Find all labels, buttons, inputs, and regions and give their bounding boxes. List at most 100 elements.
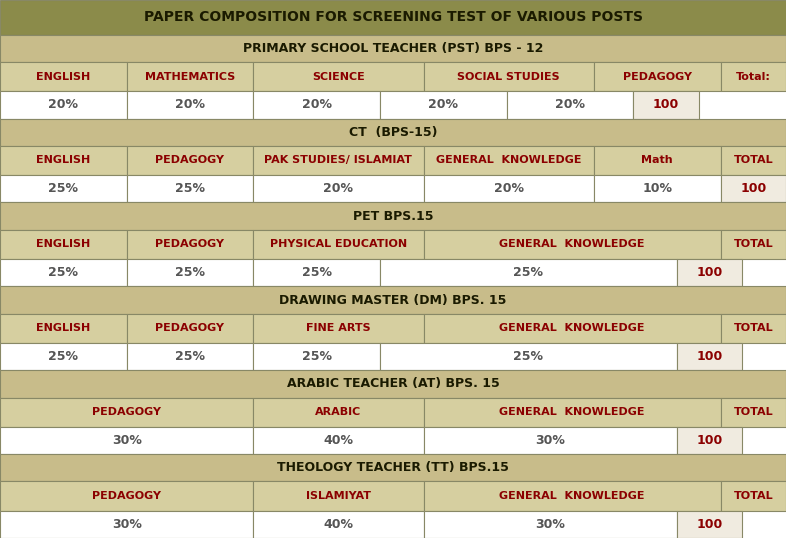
Text: TOTAL: TOTAL <box>733 407 773 417</box>
Text: 40%: 40% <box>323 434 354 447</box>
Text: PEDAGOGY: PEDAGOGY <box>92 407 161 417</box>
Text: PAPER COMPOSITION FOR SCREENING TEST OF VARIOUS POSTS: PAPER COMPOSITION FOR SCREENING TEST OF … <box>144 10 642 24</box>
Text: 25%: 25% <box>175 350 205 363</box>
Bar <box>677 343 742 370</box>
Text: TOTAL: TOTAL <box>733 155 773 166</box>
Text: GENERAL  KNOWLEDGE: GENERAL KNOWLEDGE <box>499 239 645 250</box>
Text: MATHEMATICS: MATHEMATICS <box>145 72 235 82</box>
Bar <box>721 482 786 511</box>
Text: 25%: 25% <box>175 182 205 195</box>
Bar <box>0 427 253 454</box>
Text: PEDAGOGY: PEDAGOGY <box>156 155 225 166</box>
Text: SCIENCE: SCIENCE <box>312 72 365 82</box>
Bar <box>721 62 786 91</box>
Bar <box>253 482 424 511</box>
Text: 100: 100 <box>740 182 766 195</box>
Text: FINE ARTS: FINE ARTS <box>306 323 371 333</box>
Text: 25%: 25% <box>175 266 205 279</box>
Bar <box>721 398 786 427</box>
Text: ENGLISH: ENGLISH <box>36 323 90 333</box>
Text: 20%: 20% <box>175 98 205 111</box>
Bar <box>0 343 127 370</box>
Text: PEDAGOGY: PEDAGOGY <box>156 323 225 333</box>
Text: 25%: 25% <box>513 266 543 279</box>
Bar <box>424 175 594 202</box>
Bar <box>424 314 721 343</box>
Bar <box>380 259 677 286</box>
Text: 100: 100 <box>653 98 679 111</box>
Bar <box>253 146 424 175</box>
Text: 10%: 10% <box>642 182 672 195</box>
Text: PRIMARY SCHOOL TEACHER (PST) BPS - 12: PRIMARY SCHOOL TEACHER (PST) BPS - 12 <box>243 42 543 55</box>
Text: 20%: 20% <box>302 98 332 111</box>
Bar <box>0 91 127 118</box>
Text: 30%: 30% <box>535 434 565 447</box>
Bar <box>424 62 594 91</box>
Bar <box>0 0 786 34</box>
Bar <box>127 259 253 286</box>
Bar <box>424 230 721 259</box>
Bar <box>253 91 380 118</box>
Text: GENERAL  KNOWLEDGE: GENERAL KNOWLEDGE <box>499 323 645 333</box>
Bar <box>127 146 253 175</box>
Bar <box>253 398 424 427</box>
Bar <box>253 314 424 343</box>
Bar <box>253 343 380 370</box>
Text: SOCIAL STUDIES: SOCIAL STUDIES <box>457 72 560 82</box>
Bar <box>0 370 786 398</box>
Bar <box>0 398 253 427</box>
Bar <box>253 427 424 454</box>
Bar <box>0 454 786 482</box>
Bar <box>253 62 424 91</box>
Text: Math: Math <box>641 155 673 166</box>
Bar <box>0 259 127 286</box>
Text: TOTAL: TOTAL <box>733 323 773 333</box>
Text: 30%: 30% <box>112 518 141 531</box>
Text: 25%: 25% <box>48 182 79 195</box>
Bar <box>253 175 424 202</box>
Bar <box>127 175 253 202</box>
Text: PHYSICAL EDUCATION: PHYSICAL EDUCATION <box>270 239 407 250</box>
Text: TOTAL: TOTAL <box>733 491 773 501</box>
Bar <box>424 427 677 454</box>
Text: 20%: 20% <box>428 98 458 111</box>
Bar <box>424 398 721 427</box>
Text: ISLAMIYAT: ISLAMIYAT <box>306 491 371 501</box>
Bar <box>0 286 786 314</box>
Text: DRAWING MASTER (DM) BPS. 15: DRAWING MASTER (DM) BPS. 15 <box>279 294 507 307</box>
Bar <box>0 62 127 91</box>
Text: ENGLISH: ENGLISH <box>36 155 90 166</box>
Text: ENGLISH: ENGLISH <box>36 239 90 250</box>
Bar <box>594 146 721 175</box>
Text: CT  (BPS-15): CT (BPS-15) <box>349 126 437 139</box>
Bar <box>424 482 721 511</box>
Bar <box>253 259 380 286</box>
Text: GENERAL  KNOWLEDGE: GENERAL KNOWLEDGE <box>499 491 645 501</box>
Text: 25%: 25% <box>48 266 79 279</box>
Text: 100: 100 <box>696 434 722 447</box>
Bar <box>0 175 127 202</box>
Bar <box>506 91 634 118</box>
Bar <box>594 175 721 202</box>
Text: THEOLOGY TEACHER (TT) BPS.15: THEOLOGY TEACHER (TT) BPS.15 <box>277 461 509 475</box>
Bar <box>634 91 699 118</box>
Text: ARABIC: ARABIC <box>315 407 362 417</box>
Bar <box>0 202 786 230</box>
Text: TOTAL: TOTAL <box>733 239 773 250</box>
Text: 30%: 30% <box>535 518 565 531</box>
Text: 40%: 40% <box>323 518 354 531</box>
Bar <box>0 118 786 146</box>
Text: 20%: 20% <box>48 98 79 111</box>
Text: 100: 100 <box>696 518 722 531</box>
Text: 20%: 20% <box>323 182 354 195</box>
Bar <box>0 230 127 259</box>
Text: 25%: 25% <box>48 350 79 363</box>
Text: 25%: 25% <box>513 350 543 363</box>
Text: 20%: 20% <box>494 182 523 195</box>
Text: GENERAL  KNOWLEDGE: GENERAL KNOWLEDGE <box>499 407 645 417</box>
Text: PEDAGOGY: PEDAGOGY <box>156 239 225 250</box>
Text: PET BPS.15: PET BPS.15 <box>353 210 433 223</box>
Text: PEDAGOGY: PEDAGOGY <box>92 491 161 501</box>
Bar <box>721 146 786 175</box>
Bar <box>127 230 253 259</box>
